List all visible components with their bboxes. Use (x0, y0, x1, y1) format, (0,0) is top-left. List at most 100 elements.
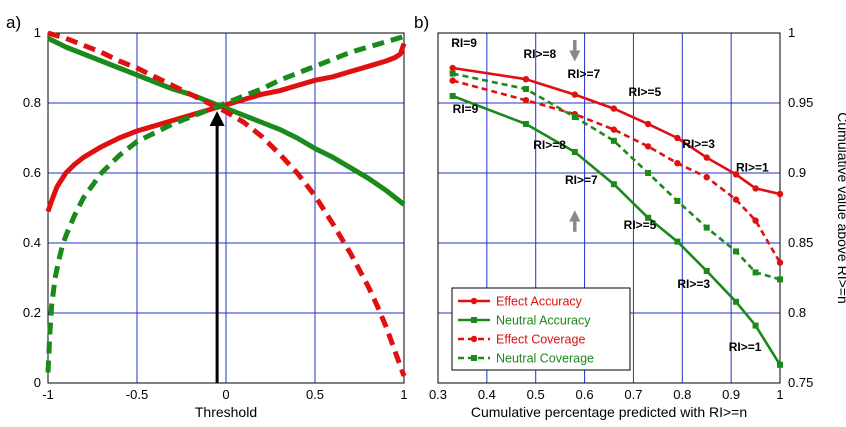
series-point-1 (777, 361, 783, 368)
ri-annotation: RI>=5 (624, 218, 657, 232)
series-point-3 (674, 198, 681, 204)
y-tick-label: 0.9 (788, 165, 806, 180)
legend-label-3: Neutral Coverage (496, 352, 594, 366)
series-point-0 (752, 185, 759, 192)
series-line-1 (452, 94, 782, 366)
ri-annotation: RI>=7 (567, 67, 600, 81)
legend-label-1: Neutral Accuracy (496, 314, 591, 328)
ri-annotation: RI>=3 (682, 137, 715, 151)
x-axis-label: Cumulative percentage predicted with RI>… (471, 404, 747, 420)
series-point-0 (644, 120, 652, 128)
series-point-3 (733, 248, 740, 255)
ri-annotation: RI=9 (453, 102, 479, 116)
y-tick-label: 0 (34, 375, 41, 390)
y-tick-label: 1 (34, 25, 41, 40)
y-axis-label: Cumulative value above RI>=n (835, 112, 846, 303)
series-point-1 (522, 121, 529, 127)
ri-annotation: RI>=1 (736, 161, 769, 175)
y-tick-label: 0.8 (23, 95, 41, 110)
ri-annotation: RI>=7 (565, 173, 598, 187)
series-point-1 (674, 238, 681, 245)
ri-annotation: RI>=8 (524, 47, 557, 61)
x-tick-label: 0.7 (624, 387, 642, 402)
series-point-3 (522, 86, 529, 92)
series-point-0 (776, 190, 784, 198)
x-tick-label: 0.4 (478, 387, 496, 402)
ri-annotation: RI>=8 (533, 138, 566, 152)
x-tick-label: 0.9 (722, 387, 740, 402)
series-point-2 (449, 77, 456, 84)
series-line-2 (47, 30, 407, 377)
series-point-1 (645, 214, 652, 221)
x-tick-label: -1 (42, 387, 54, 402)
panel-b-chart: 0.3 0.4 0.5 0.6 0.7 0.8 0.9 1 0.75 0.8 0.85 0.9 0.95… (429, 25, 846, 420)
panel-a-label: a) (6, 13, 21, 32)
series-point-3 (449, 70, 456, 77)
series-line-1 (46, 36, 406, 207)
series-point-3 (703, 224, 710, 231)
series-point-0 (522, 76, 530, 83)
legend-marker-0 (470, 297, 478, 305)
series-point-3 (777, 276, 783, 283)
series-point-1 (733, 298, 740, 305)
x-tick-label: 0 (222, 387, 229, 402)
x-tick-label: 0.3 (429, 387, 447, 402)
y-tick-label: 0.4 (23, 235, 41, 250)
panel-b-label: b) (414, 13, 429, 32)
y-tick-label: 0.85 (788, 235, 813, 250)
series-point-2 (752, 217, 759, 224)
y-tick-label: 0.95 (788, 95, 813, 110)
series-point-0 (674, 134, 681, 142)
x-axis-label: Threshold (195, 404, 257, 420)
legend-label-0: Effect Accuracy (496, 295, 583, 309)
legend-marker-1 (471, 317, 477, 323)
x-tick-label: 1 (400, 387, 407, 402)
panel-a-chart: -1 -0.5 0 0.5 1 0 0.2 0.4 0.6 0.8 1 Threshold (23, 25, 408, 420)
series-line-3 (452, 72, 781, 281)
ri-annotation: RI>=3 (677, 277, 710, 291)
series-point-3 (571, 114, 578, 120)
series-point-0 (732, 171, 740, 178)
series-point-3 (610, 137, 617, 144)
series-point-1 (571, 149, 578, 155)
series-point-3 (645, 170, 652, 176)
x-tick-label: 0.8 (673, 387, 691, 402)
x-tick-label: 0.5 (527, 387, 545, 402)
legend-marker-3 (471, 355, 477, 361)
series-point-1 (752, 322, 759, 329)
y-tick-label: 0.75 (788, 375, 813, 390)
legend-marker-2 (470, 335, 478, 343)
series-point-2 (776, 259, 784, 266)
series-point-0 (610, 105, 618, 112)
series-line-0 (452, 66, 781, 196)
series-point-0 (703, 154, 710, 161)
ri-annotation: RI=9 (451, 36, 477, 50)
y-tick-label: 0.6 (23, 165, 41, 180)
y-tick-label: 0.8 (788, 305, 806, 320)
x-tick-label: 1 (776, 387, 783, 402)
series-point-2 (674, 160, 681, 167)
y-tick-label: 1 (788, 25, 795, 40)
series-point-2 (522, 97, 530, 104)
series-point-1 (610, 181, 617, 188)
legend: Effect Accuracy Neutral Accuracy Effect Co… (451, 287, 631, 371)
x-tick-label: -0.5 (126, 387, 148, 402)
legend-label-2: Effect Coverage (496, 333, 585, 347)
series-point-0 (449, 64, 456, 72)
series-line-3 (45, 34, 405, 373)
plot-frame (437, 32, 781, 384)
series-line-2 (452, 79, 782, 264)
ri-annotation: RI>=1 (729, 340, 762, 354)
series-point-3 (752, 269, 759, 276)
series-point-2 (732, 196, 740, 203)
x-tick-label: 0.6 (576, 387, 594, 402)
series-point-2 (703, 174, 710, 181)
ri-annotation: RI>=5 (629, 85, 662, 99)
y-tick-label: 0.2 (23, 305, 41, 320)
series-point-1 (449, 93, 456, 99)
series-point-1 (703, 268, 710, 274)
series-point-2 (610, 126, 618, 133)
series-point-2 (644, 143, 652, 150)
series-point-0 (571, 91, 578, 98)
